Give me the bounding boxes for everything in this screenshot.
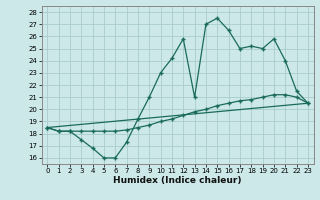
X-axis label: Humidex (Indice chaleur): Humidex (Indice chaleur) — [113, 176, 242, 185]
